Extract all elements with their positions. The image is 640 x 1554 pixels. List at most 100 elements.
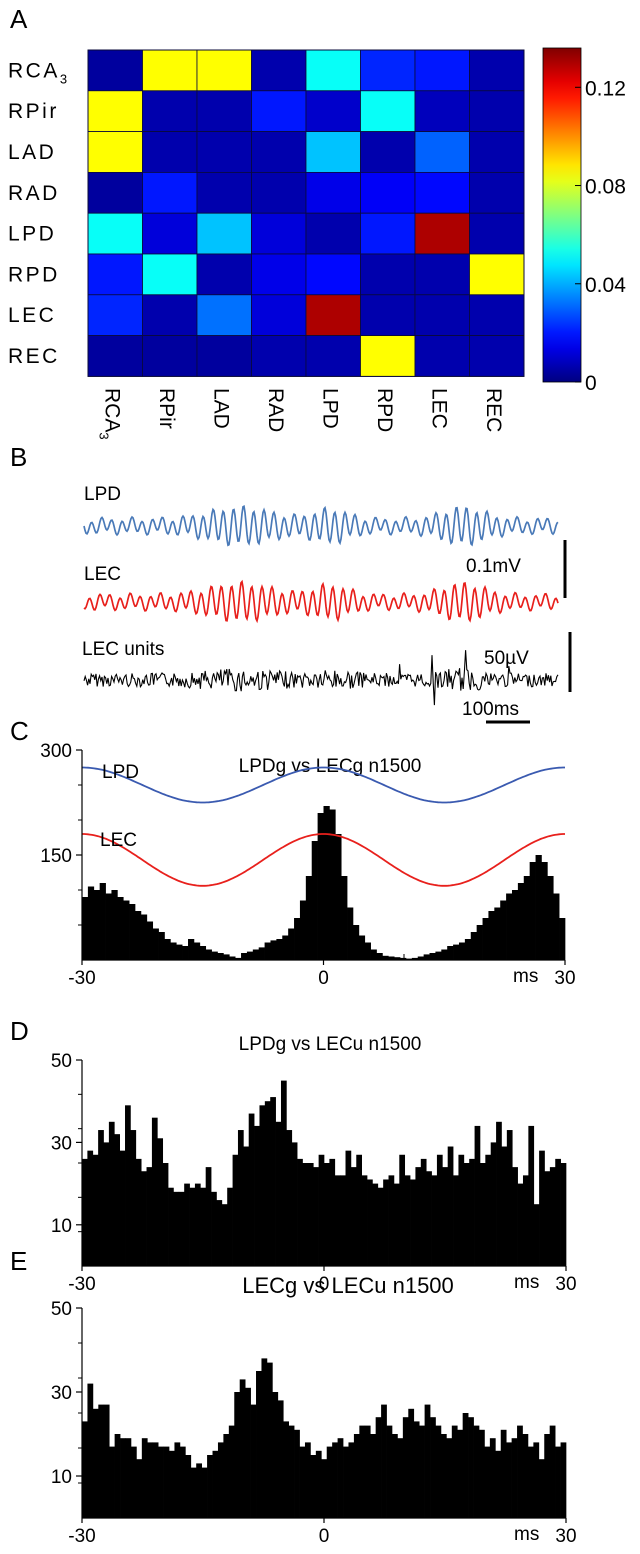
histogram-bar-10 (140, 914, 148, 960)
colorbar: 0 0.04 0.08 0.12 (542, 47, 626, 395)
histogram-bar-53 (367, 1179, 373, 1266)
histogram-bar-6 (114, 1134, 120, 1266)
x-tick-label-0: -30 (68, 1526, 95, 1547)
histogram-bar-25 (217, 1442, 224, 1518)
y-tick-label-1: 30 (51, 1133, 72, 1154)
axes-e: -30 0 30 ms 10 30 50 (51, 1299, 577, 1547)
histogram-bar-67 (476, 925, 483, 960)
heatmap-cell-7-2 (196, 335, 252, 377)
histogram-bar-20 (190, 1467, 197, 1518)
histogram-bar-87 (555, 1446, 561, 1518)
histogram-bar-2 (92, 1154, 99, 1266)
histogram-bar-44 (341, 876, 348, 960)
histogram-bar-85 (539, 1150, 545, 1266)
col-label-1: RPir (155, 388, 178, 429)
histogram-bar-23 (217, 953, 224, 960)
histogram-bar-71 (468, 1417, 474, 1518)
histogram-bar-24 (223, 954, 230, 960)
heatmap-cell-7-5 (360, 335, 416, 377)
histogram-bar-47 (334, 1175, 341, 1266)
y-tick-label-2: 50 (51, 1299, 72, 1320)
histogram-bar-64 (430, 1417, 436, 1518)
histogram-bar-84 (538, 1459, 545, 1518)
y-tick-label-0: 10 (51, 1467, 72, 1488)
histogram-bar-3 (99, 883, 106, 960)
heatmap-cell-4-6 (414, 212, 470, 255)
heatmap-cell-4-1 (142, 212, 198, 255)
x-unit-label: ms (513, 966, 538, 987)
histogram-bar-38 (305, 876, 313, 960)
histogram-bar-61 (413, 1421, 420, 1518)
histogram-bar-74 (484, 1446, 491, 1518)
histogram-bar-79 (547, 876, 554, 960)
histogram-bar-52 (364, 1425, 371, 1518)
heatmap-panel-a: RCA3 RPir LAD RAD LPD RPD LEC REC RCA3 RPir LAD RAD… (8, 49, 525, 440)
histogram-bar-28 (234, 1392, 241, 1518)
histogram-bar-59 (402, 1417, 409, 1518)
histogram-bar-11 (141, 1171, 147, 1266)
histogram-bar-32 (270, 940, 277, 960)
heatmap-cell-1-3 (251, 90, 307, 133)
histogram-bar-59 (429, 953, 436, 960)
histogram-bar-61 (410, 1179, 416, 1266)
histogram-bar-4 (103, 1404, 110, 1518)
histogram-bar-36 (277, 1400, 284, 1518)
histogram-bar-5 (111, 890, 118, 960)
histogram-bar-67 (446, 1438, 453, 1518)
histogram-bar-12 (146, 1167, 153, 1266)
histogram-bar-2 (92, 1408, 99, 1518)
histogram-bar-42 (329, 809, 336, 960)
x-tick-label-0: -30 (68, 968, 95, 989)
histogram-bar-13 (158, 932, 165, 960)
histogram-bar-7 (123, 900, 130, 960)
histogram-bar-43 (315, 1450, 322, 1518)
histogram-bar-58 (423, 954, 430, 960)
histogram-bar-32 (254, 1125, 260, 1266)
histogram-bar-3 (98, 1130, 104, 1266)
histogram-bar-36 (275, 1121, 282, 1266)
histogram-bar-75 (489, 1438, 496, 1518)
histogram-bar-30 (245, 1387, 251, 1518)
histogram-bar-87 (549, 1167, 556, 1266)
heatmap-cell-5-2 (196, 253, 252, 296)
x-tick-label-1: 0 (319, 1274, 330, 1295)
histogram-bar-68 (482, 918, 489, 960)
histogram-bar-8 (125, 1438, 132, 1518)
x-tick-label-2: 30 (555, 1274, 576, 1295)
heatmap-cell-3-2 (196, 171, 252, 214)
histogram-bar-30 (258, 947, 265, 960)
histogram-bar-75 (485, 1154, 492, 1266)
x-tick-label-2: 30 (555, 1526, 576, 1547)
heatmap-cell-1-0 (87, 90, 143, 133)
histogram-bar-76 (529, 862, 536, 960)
histogram-bar-16 (176, 944, 183, 960)
histogram-bar-83 (533, 1442, 540, 1518)
histogram-bar-88 (560, 1442, 567, 1518)
col-label-2: LAD (209, 388, 232, 429)
histogram-bar-0 (82, 1158, 88, 1266)
histogram-bar-79 (506, 1130, 513, 1266)
chart-title-e: LECg vs LECu n1500 (242, 1273, 454, 1298)
row-label-3: RAD (8, 182, 60, 205)
heatmap-cell-6-3 (251, 294, 307, 336)
heatmap-cell-0-0 (87, 49, 143, 92)
histogram-bar-79 (511, 1438, 518, 1518)
histogram-bar-24 (212, 1450, 219, 1518)
panel-letter-c: C (10, 716, 29, 746)
histogram-bar-56 (383, 1179, 389, 1266)
histogram-bar-2 (93, 890, 101, 960)
row-label-2: LAD (8, 141, 56, 164)
bars-c (82, 806, 566, 960)
histogram-bar-17 (173, 1191, 180, 1266)
col-label-3: RAD (264, 388, 287, 432)
histogram-bar-8 (125, 1105, 131, 1266)
histogram-bar-39 (311, 841, 318, 960)
histogram-bar-60 (435, 951, 442, 960)
row-label-5: RPD (8, 263, 60, 286)
histogram-bar-86 (549, 1425, 556, 1518)
heatmap-cell-0-2 (196, 49, 252, 92)
heatmap-cell-1-6 (414, 90, 470, 133)
heatmap-cell-0-4 (305, 49, 361, 92)
panel-letter-a: A (10, 4, 28, 34)
heatmap-cell-7-3 (251, 335, 307, 377)
